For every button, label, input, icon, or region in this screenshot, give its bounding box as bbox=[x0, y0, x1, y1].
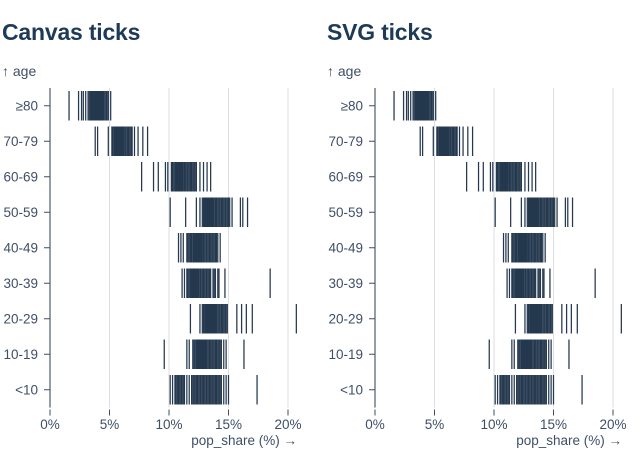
x-axis-tick-label: 5% bbox=[425, 417, 445, 432]
y-axis-tick-label: 30-39 bbox=[3, 276, 38, 291]
tick-row-2 bbox=[141, 162, 212, 192]
y-axis-tick-label: 60-69 bbox=[328, 169, 363, 184]
tick-row-0 bbox=[68, 91, 112, 121]
canvas-ticks-chart: Canvas ticks ↑ age 0% 5% 10% 15% 20% pop_share… bbox=[2, 19, 302, 448]
x-axis-tick-label: 10% bbox=[155, 417, 182, 432]
y-axis-tick-label: 50-59 bbox=[3, 205, 38, 220]
tick-row-6 bbox=[189, 304, 297, 334]
tick-row-8 bbox=[169, 375, 258, 405]
y-axis-tick-label: <10 bbox=[340, 382, 363, 397]
tick-row-7 bbox=[163, 339, 245, 369]
y-axis-label: ↑ age bbox=[2, 63, 36, 79]
y-axis-tick-label: 60-69 bbox=[3, 169, 38, 184]
y-axis-tick-label: 40-49 bbox=[328, 240, 363, 255]
y-axis-tick-label: <10 bbox=[15, 382, 38, 397]
y-axis-tick-label: 20-29 bbox=[3, 311, 38, 326]
x-axis-tick-label: 5% bbox=[100, 417, 120, 432]
chart-title-svg: SVG ticks bbox=[327, 19, 433, 45]
tick-row-1 bbox=[94, 126, 149, 156]
tick-row-5 bbox=[506, 268, 596, 298]
tick-row-7 bbox=[488, 339, 570, 369]
y-axis-tick-label: 70-79 bbox=[328, 134, 363, 149]
y-axis-label: ↑ age bbox=[327, 63, 361, 79]
x-axis-tick-label: 10% bbox=[480, 417, 507, 432]
x-axis-tick-label: 15% bbox=[215, 417, 242, 432]
y-axis-tick-label: 20-29 bbox=[328, 311, 363, 326]
y-axis-tick-label: ≥80 bbox=[341, 98, 363, 113]
tick-row-3 bbox=[169, 197, 249, 227]
tick-row-4 bbox=[177, 233, 221, 263]
y-axis-tick-label: 10-19 bbox=[3, 347, 38, 362]
y-axis-tick-label: 40-49 bbox=[3, 240, 38, 255]
tick-row-8 bbox=[494, 375, 583, 405]
tick-row-4 bbox=[502, 233, 546, 263]
y-axis-tick-label: 30-39 bbox=[328, 276, 363, 291]
tick-row-2 bbox=[466, 162, 537, 192]
tick-row-3 bbox=[494, 197, 574, 227]
chart-title-canvas: Canvas ticks bbox=[2, 19, 141, 45]
tick-row-5 bbox=[181, 268, 271, 298]
y-axis-tick-label: 50-59 bbox=[328, 205, 363, 220]
svg-ticks-plot: ↑ age 0% 5% 10% 15% 20%pop_share (%) → ≥80 70-7… bbox=[327, 63, 627, 448]
x-axis-tick-label: 15% bbox=[540, 417, 567, 432]
tick-row-6 bbox=[514, 304, 622, 334]
x-axis-tick-label: 20% bbox=[599, 417, 626, 432]
x-axis-tick-label: 0% bbox=[365, 417, 385, 432]
y-axis-tick-label: 10-19 bbox=[328, 347, 363, 362]
x-axis-tick-label: 20% bbox=[274, 417, 301, 432]
y-axis-tick-label: 70-79 bbox=[3, 134, 38, 149]
canvas-ticks-plot: ↑ age 0% 5% 10% 15% 20%pop_share (%) → ≥80 70-7… bbox=[2, 63, 302, 448]
svg-ticks-chart: SVG ticks ↑ age 0% 5% 10% 15% 20% pop_share (%… bbox=[320, 0, 640, 466]
x-axis-label: pop_share (%) → bbox=[191, 433, 297, 448]
tick-row-1 bbox=[419, 126, 474, 156]
y-axis-tick-label: ≥80 bbox=[16, 98, 38, 113]
tick-row-0 bbox=[393, 91, 437, 121]
x-axis-tick-label: 0% bbox=[40, 417, 60, 432]
x-axis-label: pop_share (%) → bbox=[516, 433, 622, 448]
